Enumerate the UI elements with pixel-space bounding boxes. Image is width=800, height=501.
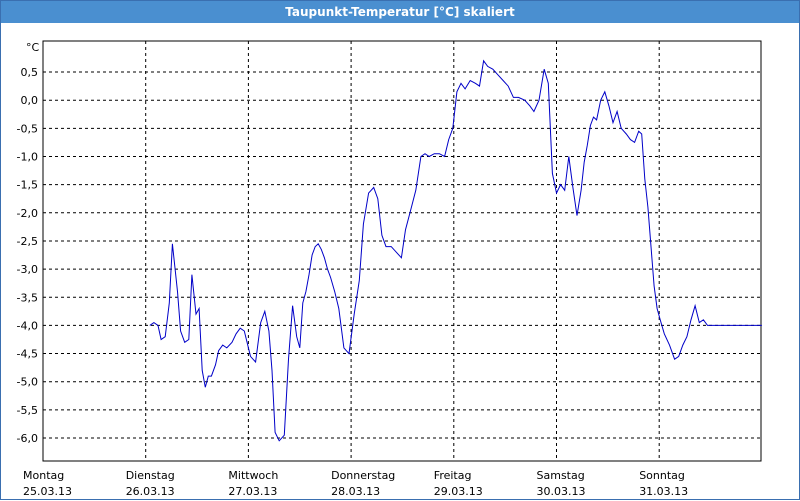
x-tick-date-label: 29.03.13 (434, 485, 483, 498)
y-tick-label: -5,0 (17, 376, 38, 389)
y-tick-label: -5,5 (17, 404, 38, 417)
y-tick-label: -1,0 (17, 151, 38, 164)
x-tick-day-label: Mittwoch (228, 469, 278, 482)
x-tick-day-label: Montag (23, 469, 64, 482)
x-tick-day-label: Freitag (434, 469, 472, 482)
x-tick-date-label: 25.03.13 (23, 485, 72, 498)
x-tick-date-label: 30.03.13 (537, 485, 586, 498)
x-tick-day-label: Sonntag (639, 469, 685, 482)
plot-area-frame (42, 40, 762, 462)
y-tick-label: -4,5 (17, 348, 38, 361)
y-tick-label: 0,5 (21, 66, 39, 79)
x-tick-day-label: Donnerstag (331, 469, 395, 482)
y-tick-label: 0,0 (21, 94, 39, 107)
series-line (149, 59, 762, 442)
x-tick-date-label: 26.03.13 (126, 485, 175, 498)
grid-lines (43, 41, 761, 461)
y-tick-labels: 0,5 0,0 -0,5 -1,0 -1,5 -2,0 -2,5 -3,0 -3,5 -4,0 -4… (17, 66, 38, 445)
x-tick-date-label: 28.03.13 (331, 485, 380, 498)
window-title: Taupunkt-Temperatur [°C] skaliert (1, 1, 799, 23)
y-tick-label: -3,0 (17, 263, 38, 276)
x-tick-labels: Montag 25.03.13 Dienstag 26.03.13 Mittwoch 27… (23, 469, 688, 498)
x-tick-date-label: 27.03.13 (228, 485, 277, 498)
y-tick-label: -2,5 (17, 235, 38, 248)
y-tick-label: -6,0 (17, 432, 38, 445)
x-tick-day-label: Samstag (537, 469, 585, 482)
y-tick-label: -2,0 (17, 207, 38, 220)
y-tick-label: -0,5 (17, 122, 38, 135)
x-tick-date-label: 31.03.13 (639, 485, 688, 498)
y-tick-label: -3,5 (17, 291, 38, 304)
y-axis-unit-label: °C (26, 41, 40, 54)
y-tick-label: -4,0 (17, 319, 38, 332)
x-tick-day-label: Dienstag (126, 469, 175, 482)
y-tick-label: -1,5 (17, 179, 38, 192)
